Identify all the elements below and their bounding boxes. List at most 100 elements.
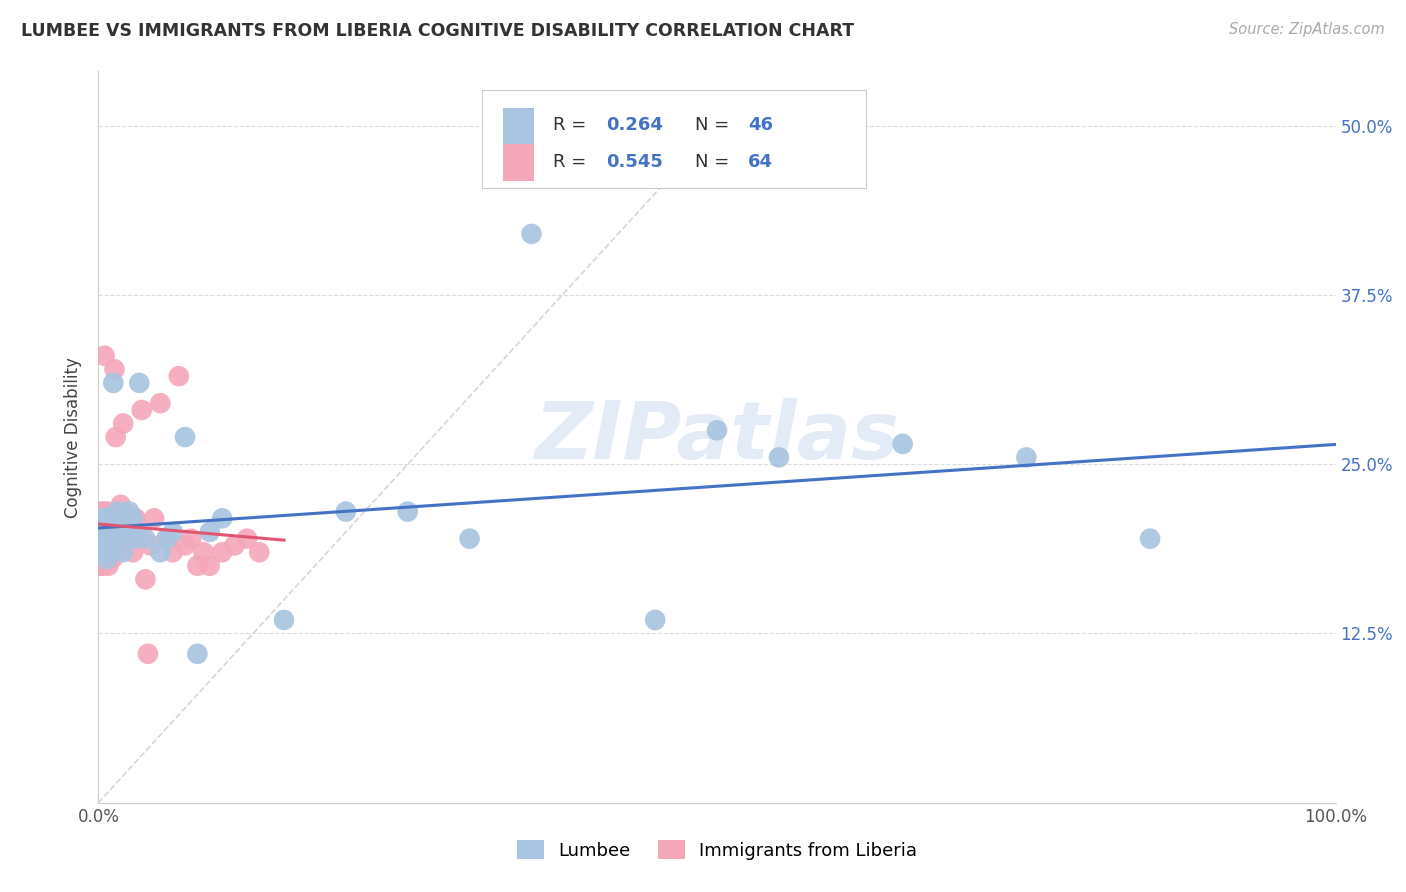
Point — [96, 505, 118, 519]
Point — [124, 532, 146, 546]
Point — [91, 545, 114, 559]
Point — [143, 511, 166, 525]
Point — [174, 538, 197, 552]
Text: 46: 46 — [748, 116, 773, 134]
Point — [186, 558, 208, 573]
Point — [94, 524, 117, 539]
Text: R =: R = — [553, 153, 592, 170]
Y-axis label: Cognitive Disability: Cognitive Disability — [65, 357, 83, 517]
Point — [198, 524, 221, 539]
Point — [89, 545, 111, 559]
Text: 0.545: 0.545 — [606, 153, 662, 170]
Point — [98, 524, 121, 539]
Point — [91, 558, 114, 573]
Point — [96, 518, 118, 533]
Point — [118, 532, 141, 546]
Point — [211, 545, 233, 559]
Point — [396, 505, 419, 519]
Point — [103, 362, 125, 376]
Point — [96, 538, 118, 552]
Point — [93, 545, 115, 559]
Point — [96, 552, 118, 566]
Point — [107, 511, 129, 525]
Point — [103, 532, 125, 546]
Point — [97, 511, 120, 525]
Point — [114, 524, 136, 539]
Point — [155, 532, 177, 546]
Point — [91, 538, 114, 552]
Point — [155, 532, 177, 546]
Point — [89, 511, 111, 525]
Point — [89, 538, 111, 552]
Point — [211, 511, 233, 525]
Point — [136, 647, 159, 661]
Point — [108, 532, 131, 546]
Point — [101, 532, 124, 546]
Point — [162, 545, 184, 559]
Point — [186, 647, 208, 661]
Point — [105, 505, 128, 519]
Point — [111, 532, 134, 546]
Point — [174, 430, 197, 444]
Point — [94, 511, 117, 525]
Point — [103, 518, 125, 533]
Point — [101, 552, 124, 566]
Point — [100, 511, 122, 525]
Point — [89, 558, 111, 573]
Text: N =: N = — [695, 153, 735, 170]
Point — [110, 498, 132, 512]
Point — [1015, 450, 1038, 465]
Point — [100, 532, 122, 546]
Point — [131, 403, 153, 417]
Point — [97, 545, 120, 559]
Point — [706, 423, 728, 437]
Point — [236, 532, 259, 546]
Point — [100, 538, 122, 552]
Point — [93, 505, 115, 519]
Point — [644, 613, 666, 627]
Point — [108, 545, 131, 559]
Point — [93, 511, 115, 525]
Point — [110, 524, 132, 539]
Text: Source: ZipAtlas.com: Source: ZipAtlas.com — [1229, 22, 1385, 37]
Point — [90, 524, 112, 539]
Point — [91, 532, 114, 546]
Point — [93, 532, 115, 546]
Point — [1139, 532, 1161, 546]
Point — [96, 511, 118, 525]
Legend: Lumbee, Immigrants from Liberia: Lumbee, Immigrants from Liberia — [509, 833, 925, 867]
Point — [224, 538, 246, 552]
Point — [91, 511, 114, 525]
Point — [149, 545, 172, 559]
Point — [247, 545, 270, 559]
Point — [114, 532, 136, 546]
Text: LUMBEE VS IMMIGRANTS FROM LIBERIA COGNITIVE DISABILITY CORRELATION CHART: LUMBEE VS IMMIGRANTS FROM LIBERIA COGNIT… — [21, 22, 855, 40]
Point — [139, 538, 162, 552]
Point — [520, 227, 543, 241]
FancyBboxPatch shape — [482, 90, 866, 188]
Point — [98, 532, 121, 546]
Point — [93, 545, 115, 559]
Point — [94, 545, 117, 559]
Point — [97, 532, 120, 546]
Point — [93, 524, 115, 539]
Point — [105, 545, 128, 559]
Point — [93, 532, 115, 546]
Point — [93, 349, 115, 363]
Point — [104, 430, 127, 444]
Point — [98, 524, 121, 539]
Point — [162, 524, 184, 539]
Point — [134, 572, 156, 586]
Point — [273, 613, 295, 627]
Point — [97, 558, 120, 573]
Point — [134, 532, 156, 546]
Text: R =: R = — [553, 116, 592, 134]
Point — [112, 545, 135, 559]
Point — [335, 505, 357, 519]
Point — [98, 545, 121, 559]
Point — [127, 524, 149, 539]
Point — [124, 511, 146, 525]
Point — [149, 396, 172, 410]
Text: N =: N = — [695, 116, 735, 134]
Point — [103, 376, 125, 390]
